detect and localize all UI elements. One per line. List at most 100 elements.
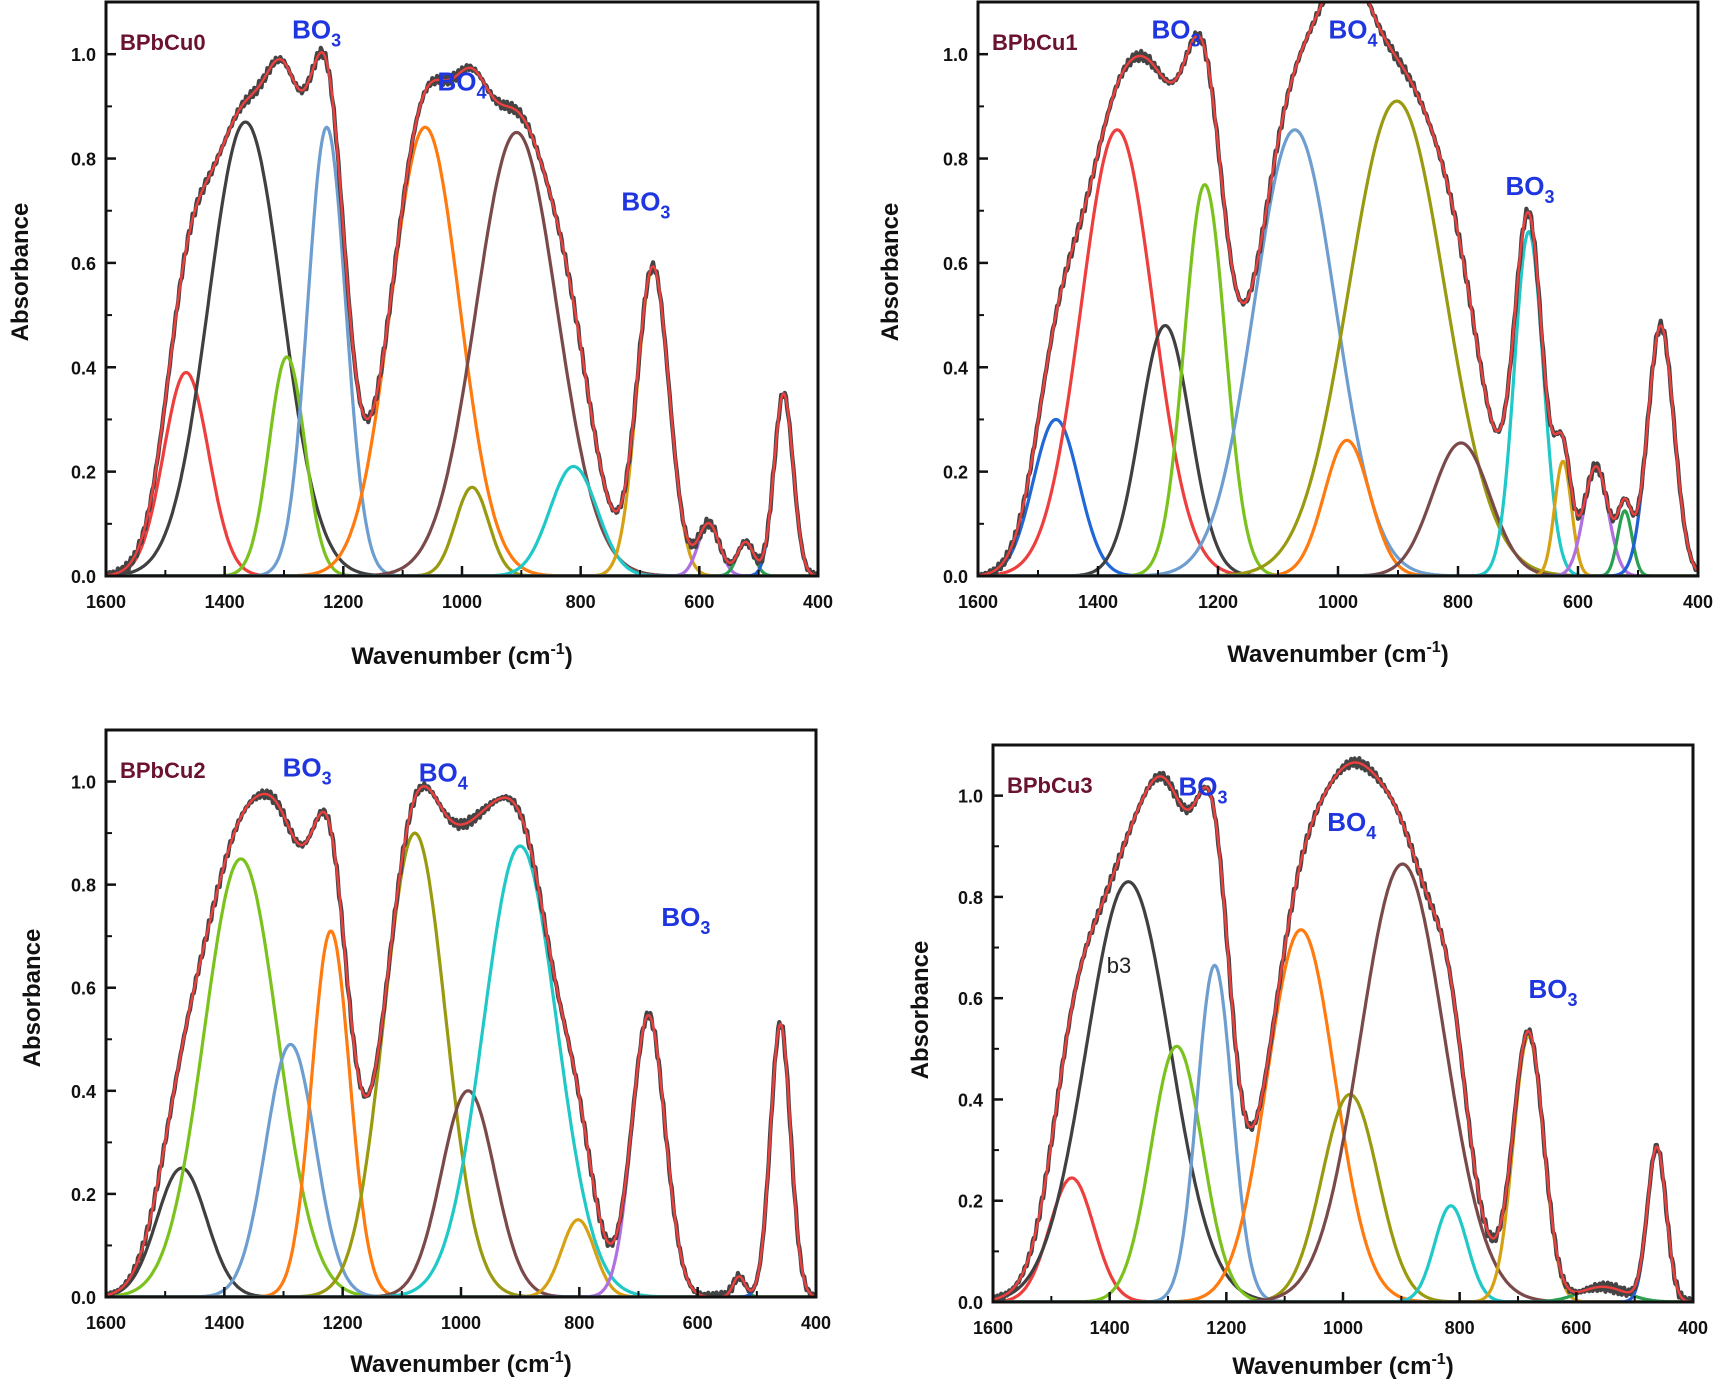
plot-area	[978, 2, 1698, 576]
x-tick-label: 600	[684, 592, 714, 612]
y-tick-label: 1.0	[71, 773, 96, 793]
sample-label: BPbCu1	[992, 30, 1078, 55]
x-tick-label: 1400	[205, 592, 245, 612]
y-axis-title: Absorbance	[7, 203, 34, 342]
sample-label: BPbCu2	[120, 758, 206, 783]
x-tick-label: 1200	[1198, 592, 1238, 612]
y-tick-label: 0.0	[943, 567, 968, 587]
plot-area	[106, 781, 816, 1297]
x-tick-label: 1400	[1078, 592, 1118, 612]
band-label: BO3	[1151, 15, 1200, 51]
band-label: BO4	[419, 758, 468, 794]
y-tick-label: 0.6	[943, 254, 968, 274]
component-peak-1465	[993, 1176, 1693, 1302]
experimental-spectrum	[993, 755, 1693, 1302]
x-tick-label: 600	[1563, 592, 1593, 612]
x-tick-label: 400	[801, 1313, 831, 1333]
y-tick-label: 0.6	[71, 254, 96, 274]
component-peak-1078	[106, 831, 816, 1297]
x-tick-label: 1400	[204, 1313, 244, 1333]
band-label: BO4	[1327, 807, 1376, 843]
component-peak-1372	[106, 857, 816, 1297]
x-axis-title: Wavenumber (cm-1)	[350, 1349, 571, 1378]
fit-sum-curve	[978, 2, 1698, 576]
component-peak-1062	[106, 125, 818, 576]
component-peak-900	[106, 844, 816, 1297]
component-peak-462	[993, 1145, 1693, 1302]
component-peak-1072	[978, 128, 1698, 576]
panel-bpbcu0: 1600 1400 1200 1000 800 600 400 0.0 0.2 0.4 0.6 0.8…	[7, 0, 833, 670]
band-label: BO4	[437, 67, 486, 103]
x-tick-label: 1200	[1206, 1318, 1246, 1338]
band-label: BO3	[292, 15, 341, 51]
plot-area	[993, 755, 1693, 1302]
x-tick-label: 800	[1443, 592, 1473, 612]
x-tick-label: 800	[564, 1313, 594, 1333]
x-tick-label: 1000	[1323, 1318, 1363, 1338]
sample-label: BPbCu0	[120, 30, 206, 55]
y-tick-label: 0.2	[71, 1185, 96, 1205]
y-tick-label: 0.0	[71, 1288, 96, 1308]
y-tick-label: 0.2	[71, 463, 96, 483]
fit-sum-curve	[106, 785, 816, 1297]
y-tick-label: 0.2	[958, 1192, 983, 1212]
component-peak-1365	[106, 120, 818, 576]
component-peak-682	[978, 230, 1698, 576]
component-peak-985	[978, 438, 1698, 576]
plot-frame	[976, 0, 1700, 578]
component-peak-625	[978, 459, 1698, 576]
band-label: BO3	[1178, 772, 1227, 808]
y-tick-label: 1.0	[958, 787, 983, 807]
component-peak-1368	[978, 128, 1698, 576]
x-tick-label: 800	[1445, 1318, 1475, 1338]
plot-frame	[104, 728, 818, 1299]
component-peak-1465	[106, 371, 818, 576]
experimental-spectrum	[106, 781, 816, 1297]
y-tick-label: 0.4	[71, 1082, 96, 1102]
panel-bpbcu3: 1600 1400 1200 1000 800 600 400 0.0 0.2 0.4 0.6 0.8…	[907, 743, 1708, 1380]
x-tick-label: 1600	[958, 592, 998, 612]
component-peak-1368	[993, 880, 1693, 1302]
y-tick-label: 0.8	[943, 150, 968, 170]
annotation-label: b3	[1107, 953, 1131, 978]
x-tick-label: 1600	[86, 592, 126, 612]
fit-sum-curve	[993, 761, 1693, 1302]
panel-bpbcu1: 1600 1400 1200 1000 800 600 400 0.0 0.2 0.4 0.6 0.8…	[877, 0, 1713, 668]
plot-area	[106, 45, 818, 576]
x-tick-label: 1000	[441, 1313, 481, 1333]
x-axis-title: Wavenumber (cm-1)	[351, 641, 572, 670]
component-peak-983	[106, 485, 818, 576]
panel-bpbcu2: 1600 1400 1200 1000 800 600 400 0.0 0.2 0.4 0.6 0.8…	[19, 728, 831, 1378]
y-tick-label: 1.0	[943, 45, 968, 65]
component-peak-1470	[978, 417, 1698, 576]
x-tick-label: 400	[803, 592, 833, 612]
x-tick-label: 1200	[323, 1313, 363, 1333]
y-tick-label: 1.0	[71, 45, 96, 65]
component-peak-570	[978, 464, 1698, 576]
sample-label: BPbCu3	[1007, 773, 1093, 798]
y-tick-label: 0.6	[958, 989, 983, 1009]
x-tick-label: 400	[1678, 1318, 1708, 1338]
band-label: BO3	[661, 902, 710, 938]
y-axis-title: Absorbance	[877, 203, 904, 342]
component-peak-988	[993, 1092, 1693, 1302]
component-peak-1220	[106, 929, 816, 1297]
y-tick-label: 0.4	[958, 1090, 983, 1110]
x-axis-title: Wavenumber (cm-1)	[1232, 1351, 1453, 1380]
component-peak-460	[106, 1022, 816, 1297]
x-tick-label: 1400	[1090, 1318, 1130, 1338]
y-axis-title: Absorbance	[19, 929, 46, 1068]
x-tick-label: 1600	[973, 1318, 1013, 1338]
experimental-spectrum	[978, 2, 1698, 576]
y-tick-label: 0.4	[943, 358, 968, 378]
y-tick-label: 0.8	[958, 888, 983, 908]
component-peak-682	[993, 1034, 1693, 1302]
y-tick-label: 0.8	[71, 150, 96, 170]
y-tick-label: 0.8	[71, 876, 96, 896]
x-tick-label: 1200	[323, 592, 363, 612]
y-tick-label: 0.6	[71, 979, 96, 999]
component-peak-1472	[106, 1166, 816, 1297]
x-axis-title: Wavenumber (cm-1)	[1227, 639, 1448, 668]
x-tick-label: 600	[683, 1313, 713, 1333]
